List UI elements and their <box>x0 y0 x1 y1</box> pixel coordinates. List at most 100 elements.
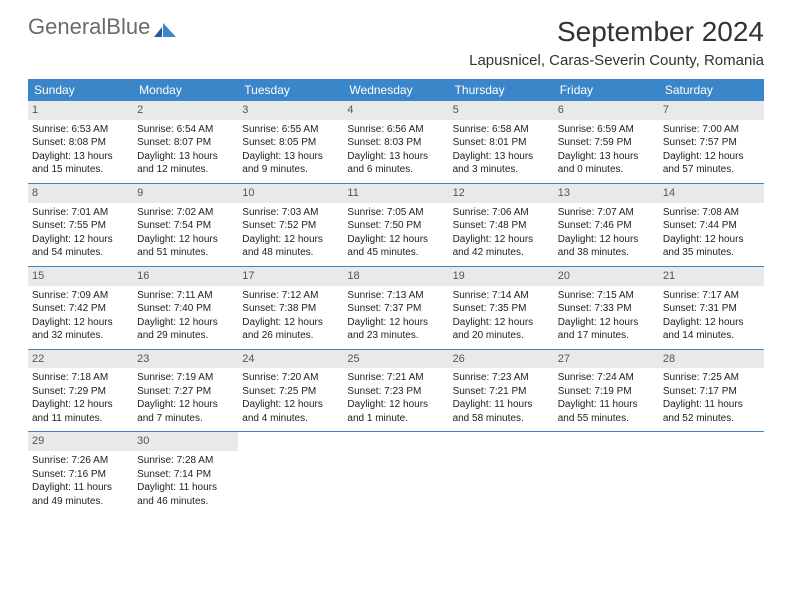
calendar-cell: 28Sunrise: 7:25 AMSunset: 7:17 PMDayligh… <box>659 350 764 432</box>
day-of-week-cell: Sunday <box>28 79 133 101</box>
sunset-line: Sunset: 7:50 PM <box>347 219 444 233</box>
sunset-line: Sunset: 7:25 PM <box>242 385 339 399</box>
calendar: SundayMondayTuesdayWednesdayThursdayFrid… <box>28 79 764 514</box>
calendar-cell: 23Sunrise: 7:19 AMSunset: 7:27 PMDayligh… <box>133 350 238 432</box>
day-number: 14 <box>659 184 764 203</box>
day-number: 30 <box>133 432 238 451</box>
daylight-line: Daylight: 12 hours <box>32 398 129 412</box>
daylight-line: Daylight: 12 hours <box>32 233 129 247</box>
daylight-line-2: and 20 minutes. <box>453 329 550 343</box>
daylight-line-2: and 6 minutes. <box>347 163 444 177</box>
sunset-line: Sunset: 8:07 PM <box>137 136 234 150</box>
daylight-line-2: and 7 minutes. <box>137 412 234 426</box>
sunset-line: Sunset: 7:59 PM <box>558 136 655 150</box>
daylight-line-2: and 38 minutes. <box>558 246 655 260</box>
sunrise-line: Sunrise: 7:07 AM <box>558 206 655 220</box>
day-number: 9 <box>133 184 238 203</box>
day-number: 7 <box>659 101 764 120</box>
calendar-cell: 2Sunrise: 6:54 AMSunset: 8:07 PMDaylight… <box>133 101 238 183</box>
daylight-line-2: and 17 minutes. <box>558 329 655 343</box>
sunrise-line: Sunrise: 7:17 AM <box>663 289 760 303</box>
daylight-line: Daylight: 12 hours <box>137 316 234 330</box>
daylight-line: Daylight: 12 hours <box>32 316 129 330</box>
daylight-line: Daylight: 12 hours <box>453 233 550 247</box>
day-number: 24 <box>238 350 343 369</box>
calendar-cell: 19Sunrise: 7:14 AMSunset: 7:35 PMDayligh… <box>449 267 554 349</box>
daylight-line: Daylight: 13 hours <box>347 150 444 164</box>
day-number: 18 <box>343 267 448 286</box>
calendar-cell: 11Sunrise: 7:05 AMSunset: 7:50 PMDayligh… <box>343 184 448 266</box>
day-of-week-cell: Thursday <box>449 79 554 101</box>
sunrise-line: Sunrise: 7:05 AM <box>347 206 444 220</box>
daylight-line-2: and 1 minute. <box>347 412 444 426</box>
daylight-line-2: and 51 minutes. <box>137 246 234 260</box>
sunset-line: Sunset: 7:23 PM <box>347 385 444 399</box>
page-title: September 2024 <box>469 16 764 48</box>
calendar-cell: 29 Sunrise: 7:26 AMSunset: 7:16 PMDayligh… <box>28 432 133 514</box>
calendar-cell: 24 Sunrise: 7:20 AMSunset: 7:25 PMDayligh… <box>238 350 343 432</box>
sunrise-line: Sunrise: 7:20 AM <box>242 371 339 385</box>
sunset-line: Sunset: 7:16 PM <box>32 468 129 482</box>
sunrise-line: Sunrise: 7:13 AM <box>347 289 444 303</box>
sunrise-line: Sunrise: 7:25 AM <box>663 371 760 385</box>
day-number: 29 <box>28 432 133 451</box>
calendar-week: 22Sunrise: 7:18 AMSunset: 7:29 PMDayligh… <box>28 349 764 432</box>
daylight-line-2: and 55 minutes. <box>558 412 655 426</box>
daylight-line-2: and 23 minutes. <box>347 329 444 343</box>
calendar-cell <box>343 432 448 514</box>
daylight-line-2: and 9 minutes. <box>242 163 339 177</box>
day-number: 22 <box>28 350 133 369</box>
daylight-line: Daylight: 12 hours <box>242 398 339 412</box>
daylight-line-2: and 29 minutes. <box>137 329 234 343</box>
daylight-line: Daylight: 13 hours <box>137 150 234 164</box>
header: GeneralBlue September 2024 Lapusnicel, C… <box>28 16 764 69</box>
sunrise-line: Sunrise: 6:56 AM <box>347 123 444 137</box>
day-number: 13 <box>554 184 659 203</box>
daylight-line: Daylight: 12 hours <box>663 316 760 330</box>
sunrise-line: Sunrise: 7:15 AM <box>558 289 655 303</box>
day-of-week-cell: Tuesday <box>238 79 343 101</box>
calendar-cell: 6Sunrise: 6:59 AMSunset: 7:59 PMDaylight… <box>554 101 659 183</box>
sunset-line: Sunset: 7:17 PM <box>663 385 760 399</box>
calendar-cell: 25Sunrise: 7:21 AMSunset: 7:23 PMDayligh… <box>343 350 448 432</box>
sunrise-line: Sunrise: 7:24 AM <box>558 371 655 385</box>
daylight-line: Daylight: 11 hours <box>137 481 234 495</box>
calendar-cell: 9Sunrise: 7:02 AMSunset: 7:54 PMDaylight… <box>133 184 238 266</box>
daylight-line-2: and 46 minutes. <box>137 495 234 509</box>
calendar-cell <box>659 432 764 514</box>
daylight-line: Daylight: 12 hours <box>347 316 444 330</box>
daylight-line-2: and 45 minutes. <box>347 246 444 260</box>
sunrise-line: Sunrise: 6:54 AM <box>137 123 234 137</box>
sunset-line: Sunset: 8:08 PM <box>32 136 129 150</box>
calendar-cell: 21Sunrise: 7:17 AMSunset: 7:31 PMDayligh… <box>659 267 764 349</box>
calendar-cell: 22Sunrise: 7:18 AMSunset: 7:29 PMDayligh… <box>28 350 133 432</box>
sunset-line: Sunset: 8:03 PM <box>347 136 444 150</box>
day-number: 6 <box>554 101 659 120</box>
calendar-cell: 18Sunrise: 7:13 AMSunset: 7:37 PMDayligh… <box>343 267 448 349</box>
day-of-week-row: SundayMondayTuesdayWednesdayThursdayFrid… <box>28 79 764 101</box>
sunrise-line: Sunrise: 7:19 AM <box>137 371 234 385</box>
day-number: 23 <box>133 350 238 369</box>
day-number: 8 <box>28 184 133 203</box>
daylight-line: Daylight: 11 hours <box>32 481 129 495</box>
daylight-line-2: and 3 minutes. <box>453 163 550 177</box>
calendar-cell: 13Sunrise: 7:07 AMSunset: 7:46 PMDayligh… <box>554 184 659 266</box>
day-number: 19 <box>449 267 554 286</box>
day-number: 15 <box>28 267 133 286</box>
day-number: 27 <box>554 350 659 369</box>
sunrise-line: Sunrise: 7:26 AM <box>32 454 129 468</box>
sunrise-line: Sunrise: 7:01 AM <box>32 206 129 220</box>
daylight-line-2: and 4 minutes. <box>242 412 339 426</box>
sunrise-line: Sunrise: 7:18 AM <box>32 371 129 385</box>
sunrise-line: Sunrise: 7:09 AM <box>32 289 129 303</box>
day-number: 4 <box>343 101 448 120</box>
calendar-week: 15Sunrise: 7:09 AMSunset: 7:42 PMDayligh… <box>28 266 764 349</box>
sunrise-line: Sunrise: 6:53 AM <box>32 123 129 137</box>
sunset-line: Sunset: 7:21 PM <box>453 385 550 399</box>
daylight-line: Daylight: 13 hours <box>453 150 550 164</box>
sunset-line: Sunset: 7:54 PM <box>137 219 234 233</box>
sunset-line: Sunset: 7:35 PM <box>453 302 550 316</box>
sunrise-line: Sunrise: 7:00 AM <box>663 123 760 137</box>
daylight-line-2: and 58 minutes. <box>453 412 550 426</box>
daylight-line: Daylight: 12 hours <box>663 150 760 164</box>
